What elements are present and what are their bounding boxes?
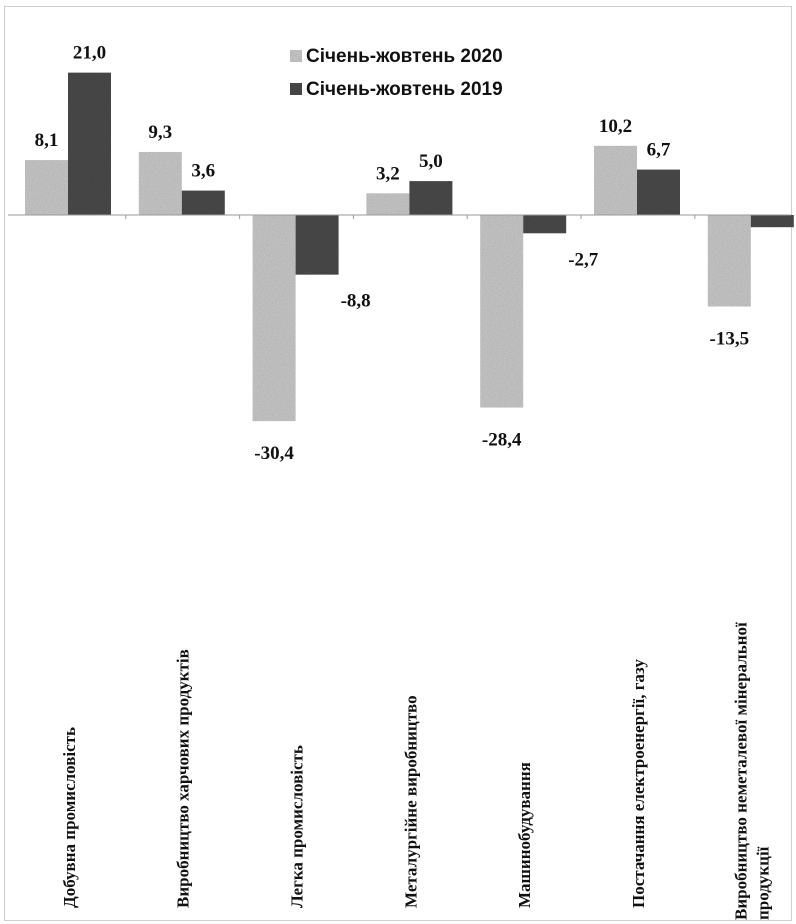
bar-2019-5	[523, 215, 567, 234]
data-label-2019-6: 6,7	[647, 140, 671, 161]
bar-2019-1	[68, 72, 111, 216]
category-label-6: Постачання електроенергії, газу	[629, 659, 648, 908]
data-label-2019-1: 21,0	[73, 43, 106, 64]
data-label-2019-2: 3,6	[191, 161, 215, 182]
data-label-2020-3: -30,4	[254, 443, 294, 464]
bars-group	[25, 72, 794, 422]
legend-swatch-2019	[290, 83, 302, 95]
data-label-2020-7: -13,5	[710, 329, 750, 350]
bar-2019-6	[637, 169, 680, 215]
data-label-2019-3: -8,8	[341, 291, 371, 312]
data-label-2020-4: 3,2	[376, 163, 400, 184]
bar-2020-7	[707, 215, 751, 307]
bar-2020-5	[480, 215, 524, 408]
data-label-2020-5: -28,4	[482, 430, 522, 451]
bar-2020-3	[252, 215, 296, 422]
category-label-3: Легка промисловість	[288, 745, 307, 908]
value-labels-group: 8,1 21,0 9,3 3,6 -30,4 -8,8 3,2 5,0 -28,4 -2,7 10,…	[35, 43, 796, 464]
data-label-2020-1: 8,1	[35, 130, 59, 151]
legend: Січень-жовтень 2020 Січень-жовтень 2019	[290, 46, 503, 100]
bar-2019-3	[295, 215, 339, 275]
bar-2019-7	[750, 215, 794, 228]
bar-2019-2	[181, 190, 225, 215]
legend-swatch-2020	[290, 50, 302, 62]
category-label-4: Металургійне виробництво	[401, 695, 420, 908]
legend-label-2019: Січень-жовтень 2019	[306, 79, 503, 100]
category-label-2: Виробництво харчових продуктів	[174, 649, 193, 908]
bar-2020-1	[25, 160, 68, 215]
bar-2020-4	[366, 193, 410, 215]
category-label-7-line-2: продукції	[754, 846, 773, 920]
data-label-2019-5: -2,7	[568, 249, 599, 270]
data-label-2019-4: 5,0	[419, 151, 443, 172]
data-label-2020-6: 10,2	[599, 116, 632, 137]
legend-label-2020: Січень-жовтень 2020	[306, 46, 503, 67]
category-label-1: Добувна промисловість	[60, 727, 79, 908]
category-label-7-line-1: Виробництво неметалевої мінеральної	[732, 622, 751, 920]
bar-2019-4	[409, 181, 453, 215]
data-label-2020-2: 9,3	[148, 122, 172, 143]
bar-2020-2	[138, 151, 182, 215]
bar-2020-6	[594, 145, 637, 215]
category-labels-group: Добувна промисловість Виробництво харчови…	[60, 622, 773, 920]
category-label-5: Машинобудування	[515, 762, 534, 908]
chart-frame	[4, 6, 792, 921]
